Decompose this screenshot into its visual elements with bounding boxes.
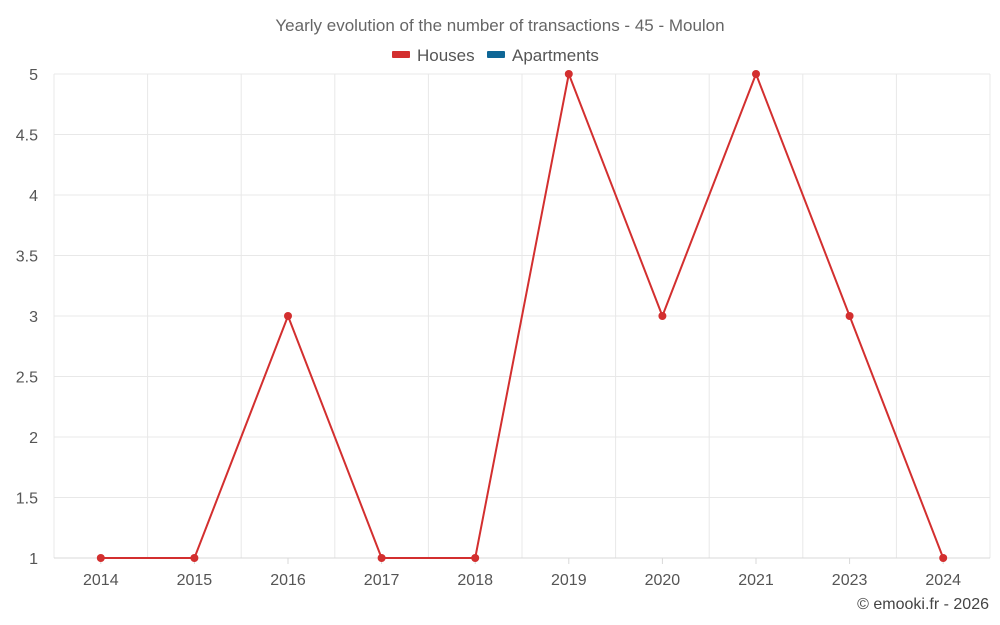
x-tick-label: 2015 — [177, 572, 213, 589]
series-line-houses — [100, 73, 945, 559]
x-tick-label: 2016 — [270, 572, 306, 589]
y-tick-label: 3 — [29, 309, 38, 326]
data-point-houses-2024[interactable] — [939, 554, 948, 562]
y-tick-label: 3.5 — [16, 249, 38, 266]
legend-swatch-apartments — [487, 51, 505, 58]
axes: 1 1.5 2 2.5 3 3.5 4 4.5 5 2014 2015 2016 2017 2018 201… — [16, 67, 990, 589]
data-point-houses-2015[interactable] — [190, 554, 199, 562]
y-tick-label: 5 — [29, 67, 38, 84]
data-point-houses-2019[interactable] — [564, 70, 573, 78]
data-point-houses-2020[interactable] — [658, 312, 667, 320]
legend-label-apartments: Apartments — [512, 46, 599, 65]
data-point-houses-2016[interactable] — [284, 312, 292, 320]
y-tick-label: 1.5 — [16, 491, 38, 508]
chart-title: Yearly evolution of the number of transa… — [275, 16, 724, 35]
x-tick-label: 2020 — [645, 572, 681, 589]
data-point-houses-2014[interactable] — [96, 554, 105, 562]
x-tick-label: 2018 — [457, 572, 493, 589]
x-tick-label: 2021 — [738, 572, 774, 589]
y-tick-label: 2.5 — [16, 370, 38, 387]
y-tick-label: 2 — [29, 430, 38, 447]
y-tick-label: 4 — [29, 188, 38, 205]
series-layer — [96, 70, 948, 562]
x-tick-label: 2024 — [925, 572, 961, 589]
y-tick-label: 4.5 — [16, 128, 38, 145]
legend-item-houses[interactable]: Houses — [392, 46, 475, 65]
legend-label-houses: Houses — [417, 46, 475, 65]
data-point-houses-2023[interactable] — [845, 312, 854, 320]
x-tick-label: 2019 — [551, 572, 587, 589]
x-tick-label: 2023 — [832, 572, 868, 589]
legend-swatch-houses — [392, 51, 410, 58]
data-point-houses-2021[interactable] — [752, 70, 760, 78]
credit-text: © emooki.fr - 2026 — [857, 596, 989, 613]
legend[interactable]: Houses Apartments — [392, 46, 599, 65]
x-tick-label: 2014 — [83, 572, 119, 589]
legend-item-apartments[interactable]: Apartments — [487, 46, 599, 65]
data-point-houses-2017[interactable] — [377, 554, 386, 562]
x-tick-label: 2017 — [364, 572, 400, 589]
y-tick-label: 1 — [29, 551, 38, 568]
data-point-houses-2018[interactable] — [471, 554, 480, 562]
